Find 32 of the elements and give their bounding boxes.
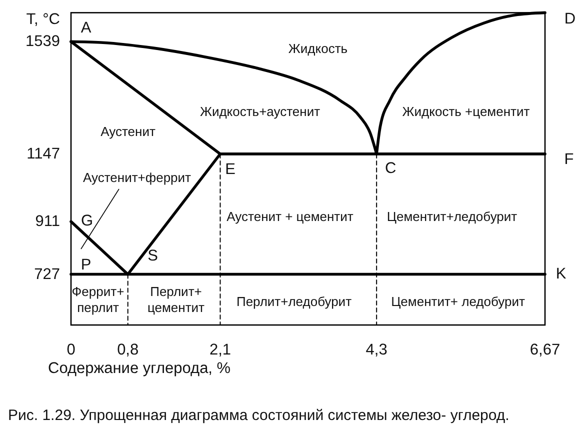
annotation: D bbox=[564, 10, 576, 28]
annotation: Феррит+ перлит bbox=[72, 284, 124, 314]
annotation: Аустенит bbox=[100, 124, 156, 138]
annotation: A bbox=[80, 19, 92, 36]
annotation: E bbox=[225, 160, 236, 178]
x-tick-label: 0,8 bbox=[117, 342, 139, 358]
text: Рис. 1.29. Упрощенная диаграмма состояний системы железо- углерод. bbox=[8, 406, 510, 424]
annotation: S bbox=[148, 246, 158, 264]
annotation: Перлит+ цементит bbox=[147, 284, 205, 314]
annotation: Жидкость bbox=[288, 40, 348, 56]
annotation: Перлит+ледобурит bbox=[236, 294, 352, 308]
y-tick-label: 1539 bbox=[26, 33, 60, 50]
annotation: Аустенит + цементит bbox=[226, 208, 354, 224]
annotation: Жидкость+аустенит bbox=[200, 104, 320, 118]
annotation: F bbox=[564, 150, 574, 168]
annotation: Жидкость +цементит bbox=[402, 104, 530, 118]
y-tick-label: 1147 bbox=[26, 145, 60, 162]
y-tick-label: 911 bbox=[35, 213, 60, 230]
annotation: Цементит+ ледобурит bbox=[391, 294, 525, 308]
x-tick-label: 0 bbox=[66, 342, 76, 358]
x-tick-label: 4,3 bbox=[366, 342, 388, 358]
annotation: Аустенит+феррит bbox=[82, 170, 192, 184]
x-tick-label: 6,67 bbox=[530, 342, 560, 358]
y-tick-label: 727 bbox=[34, 266, 60, 283]
y-axis-title: T, °C bbox=[26, 10, 60, 28]
annotation: C bbox=[384, 159, 396, 176]
x-tick-label: 2,1 bbox=[209, 342, 232, 358]
annotation: P bbox=[80, 256, 92, 273]
x-axis-title: Содержание углерода, % bbox=[48, 360, 231, 376]
annotation: Цементит+ледобурит bbox=[386, 208, 518, 224]
annotation: G bbox=[80, 212, 94, 230]
annotation: K bbox=[556, 264, 567, 282]
